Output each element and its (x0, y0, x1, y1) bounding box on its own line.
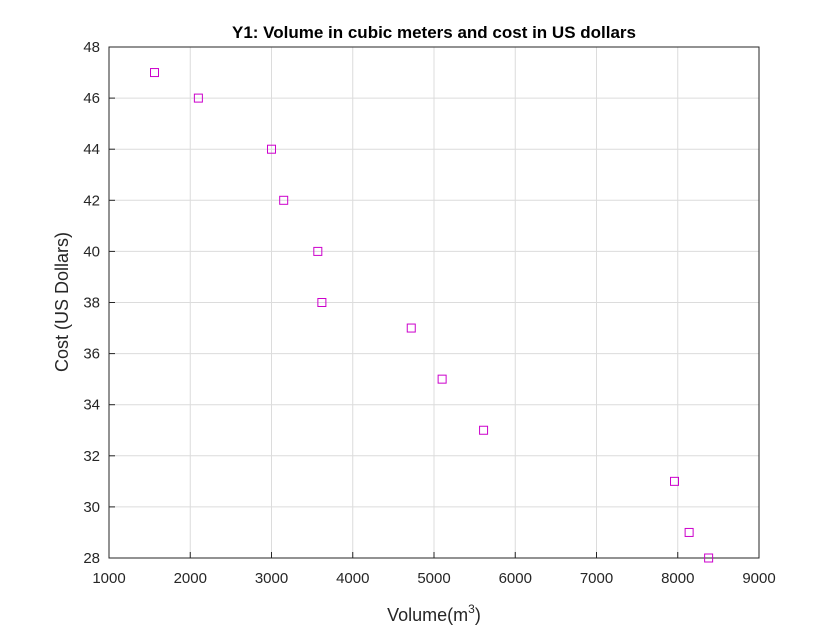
x-tick-label: 9000 (742, 570, 775, 587)
data-point (193, 93, 203, 103)
x-tick-label: 3000 (255, 570, 288, 587)
y-tick-label: 42 (83, 192, 100, 209)
chart-title: Y1: Volume in cubic meters and cost in U… (232, 23, 636, 42)
x-tick-label: 7000 (580, 570, 613, 587)
data-point (279, 195, 289, 205)
data-point (670, 476, 679, 486)
x-tick-label: 8000 (661, 570, 694, 587)
data-point (317, 298, 327, 307)
data-point (313, 246, 323, 256)
data-point (684, 527, 694, 537)
data-point (406, 323, 416, 333)
y-tick-label: 36 (83, 346, 100, 363)
y-tick-label: 38 (83, 295, 100, 312)
x-tick-label: 5000 (417, 570, 450, 587)
x-tick-label: 2000 (174, 570, 207, 587)
x-tick-label: 6000 (499, 570, 532, 587)
data-point (267, 144, 276, 154)
x-axis-ticks: 1000 2000 3000 4000 5000 6000 7000 8000 9000 (92, 552, 776, 587)
y-tick-label: 40 (83, 243, 100, 260)
data-point (150, 68, 159, 78)
x-tick-label: 1000 (92, 570, 125, 587)
y-tick-label: 32 (83, 448, 100, 465)
data-points (150, 68, 714, 563)
y-tick-label: 44 (83, 141, 100, 158)
x-tick-label: 4000 (336, 570, 369, 587)
x-axis-label-superscript: 3 (468, 602, 475, 616)
data-point (704, 553, 714, 563)
y-tick-label: 48 (83, 39, 100, 56)
y-axis-label: Cost (US Dollars) (52, 232, 72, 372)
y-axis-ticks: 28 30 32 34 36 38 40 42 44 46 48 (83, 39, 115, 567)
x-axis-label: Volume(m3) (387, 602, 481, 625)
data-point (479, 425, 489, 435)
y-tick-label: 28 (83, 550, 100, 567)
y-tick-label: 34 (83, 397, 100, 414)
data-point (437, 374, 447, 384)
y-tick-label: 30 (83, 499, 100, 516)
y-tick-label: 46 (83, 90, 100, 107)
